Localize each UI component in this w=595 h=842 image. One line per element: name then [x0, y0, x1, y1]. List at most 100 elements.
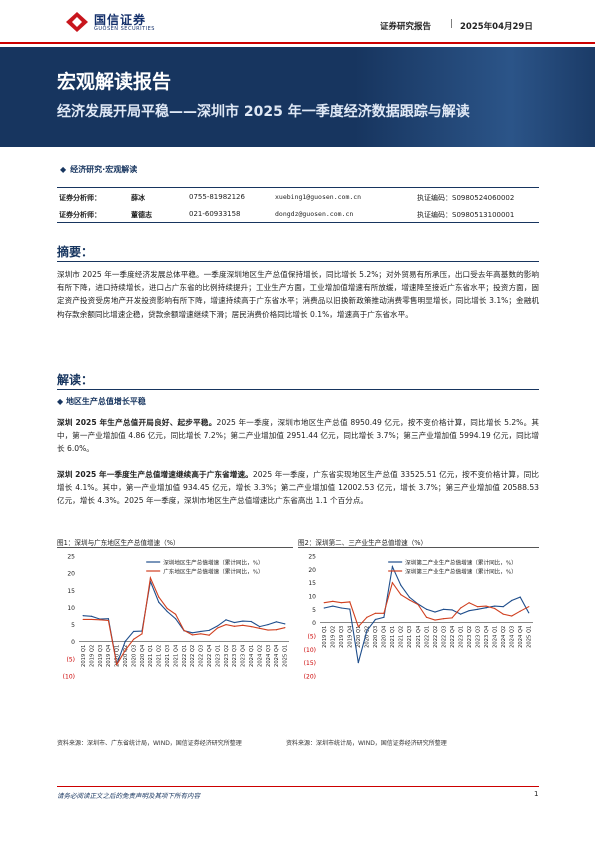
data-point: [323, 602, 325, 604]
x-tick-label: 2019 Q4: [348, 625, 354, 648]
y-tick-label: 5: [71, 622, 75, 629]
x-tick-label: 2023 Q4: [484, 625, 490, 648]
data-point: [225, 619, 227, 621]
y-tick-label: (10): [63, 674, 75, 681]
paragraph-2: 深圳 2025 年一季度生产总值增速继续高于广东省增速。2025 年一季度，广东…: [57, 468, 539, 508]
data-point: [408, 596, 411, 598]
data-point: [494, 607, 496, 610]
data-point: [485, 605, 487, 607]
data-point: [459, 613, 462, 615]
analyst-email[interactable]: xuebing1@guosen.com.cn: [275, 193, 362, 201]
figure-1-title: 图1：深圳与广东地区生产总值增速（%）: [57, 539, 180, 547]
analyst-email[interactable]: dongdz@guosen.com.cn: [275, 210, 354, 218]
data-point: [124, 640, 126, 642]
report-title: 宏观解读报告: [57, 71, 172, 93]
data-point: [91, 615, 93, 617]
footer-divider: [57, 786, 539, 787]
x-tick-label: 2020 Q4: [140, 644, 146, 667]
data-point: [250, 620, 252, 623]
paragraph-body: 2025 年一季度，深圳市地区生产总值 8950.49 亿元，按不变价格计算，同…: [57, 418, 540, 454]
x-tick-label: 2020 Q2: [123, 645, 129, 667]
data-point: [502, 613, 504, 615]
data-point: [259, 626, 261, 628]
data-point: [391, 582, 394, 584]
legend-label: 深圳第三产业生产总值增速（累计同比，%）: [405, 567, 517, 575]
figure-1-source: 资料来源：深圳市、广东省统计局，WIND，国信证券经济研究所整理: [57, 740, 242, 747]
y-tick-label: 5: [312, 607, 316, 614]
data-point: [442, 608, 445, 610]
x-tick-label: 2020 Q2: [365, 626, 371, 648]
report-type: 证券研究报告: [380, 22, 432, 32]
data-point: [191, 634, 193, 636]
x-tick-label: 2024 Q4: [274, 644, 280, 667]
report-date: 2025年04月29日: [460, 22, 533, 32]
x-tick-label: 2025 Q1: [283, 645, 289, 667]
x-tick-label: 2020 Q4: [382, 625, 388, 648]
x-tick-label: 2023 Q2: [467, 626, 473, 648]
data-point: [107, 618, 109, 620]
data-point: [511, 615, 513, 617]
data-point: [116, 664, 118, 666]
y-tick-label: (20): [304, 674, 316, 681]
data-point: [191, 632, 193, 634]
x-tick-label: 2024 Q1: [249, 645, 255, 667]
interpretation-heading: 解读：: [57, 373, 94, 387]
y-tick-label: 15: [308, 580, 316, 587]
x-tick-label: 2020 Q3: [131, 645, 137, 667]
analyst-license: 执证编码：S0980513100001: [417, 211, 515, 219]
x-tick-label: 2024 Q1: [492, 626, 498, 648]
x-tick-label: 2022 Q1: [424, 626, 430, 648]
data-point: [217, 625, 219, 627]
data-point: [383, 616, 385, 618]
divider: [57, 261, 539, 262]
data-point: [459, 607, 462, 609]
data-point: [468, 610, 470, 612]
data-point: [451, 617, 453, 619]
data-point: [275, 629, 277, 631]
x-tick-label: 2020 Q1: [115, 645, 121, 667]
x-tick-label: 2019 Q1: [81, 645, 87, 667]
data-point: [323, 607, 325, 609]
data-point: [528, 606, 530, 608]
x-tick-label: 2023 Q3: [232, 645, 238, 667]
x-tick-label: 2019 Q2: [331, 626, 337, 648]
data-point: [417, 603, 419, 606]
page-header: 国信证券 GUOSEN SECURITIES 证券研究报告 | 2025年04月…: [0, 0, 595, 44]
data-point: [233, 621, 235, 624]
analyst-phone: 0755-81982126: [189, 193, 245, 201]
x-tick-label: 2025 Q1: [527, 626, 533, 648]
data-point: [349, 608, 351, 610]
data-point: [391, 566, 394, 568]
data-point: [82, 618, 84, 621]
data-point: [332, 605, 334, 607]
data-point: [133, 638, 135, 640]
data-point: [400, 584, 402, 586]
data-point: [374, 618, 376, 621]
data-point: [451, 609, 453, 611]
analyst-name: 薛冰: [131, 194, 145, 202]
data-point: [158, 601, 160, 603]
data-point: [267, 629, 269, 631]
data-point: [519, 596, 521, 598]
data-point: [208, 629, 210, 631]
data-point: [477, 608, 479, 610]
y-tick-label: 10: [67, 605, 75, 612]
data-point: [267, 623, 269, 626]
data-point: [284, 627, 286, 629]
report-category: ◆ 经济研究·宏观解读: [60, 164, 137, 175]
data-point: [166, 610, 168, 613]
data-point: [175, 618, 177, 620]
data-point: [408, 599, 411, 601]
y-tick-label: 0: [312, 620, 316, 627]
data-point: [425, 616, 428, 618]
data-point: [183, 629, 185, 631]
x-tick-label: 2024 Q2: [257, 645, 263, 667]
data-point: [374, 612, 376, 614]
data-point: [242, 620, 244, 622]
data-point: [434, 611, 436, 613]
section-subheading: ◆ 地区生产总值增长平稳: [57, 396, 146, 407]
figure-2-title: 图2：深圳第二、三产业生产总值增速（%）: [298, 539, 428, 547]
x-tick-label: 2024 Q3: [510, 626, 516, 648]
data-point: [528, 612, 530, 614]
